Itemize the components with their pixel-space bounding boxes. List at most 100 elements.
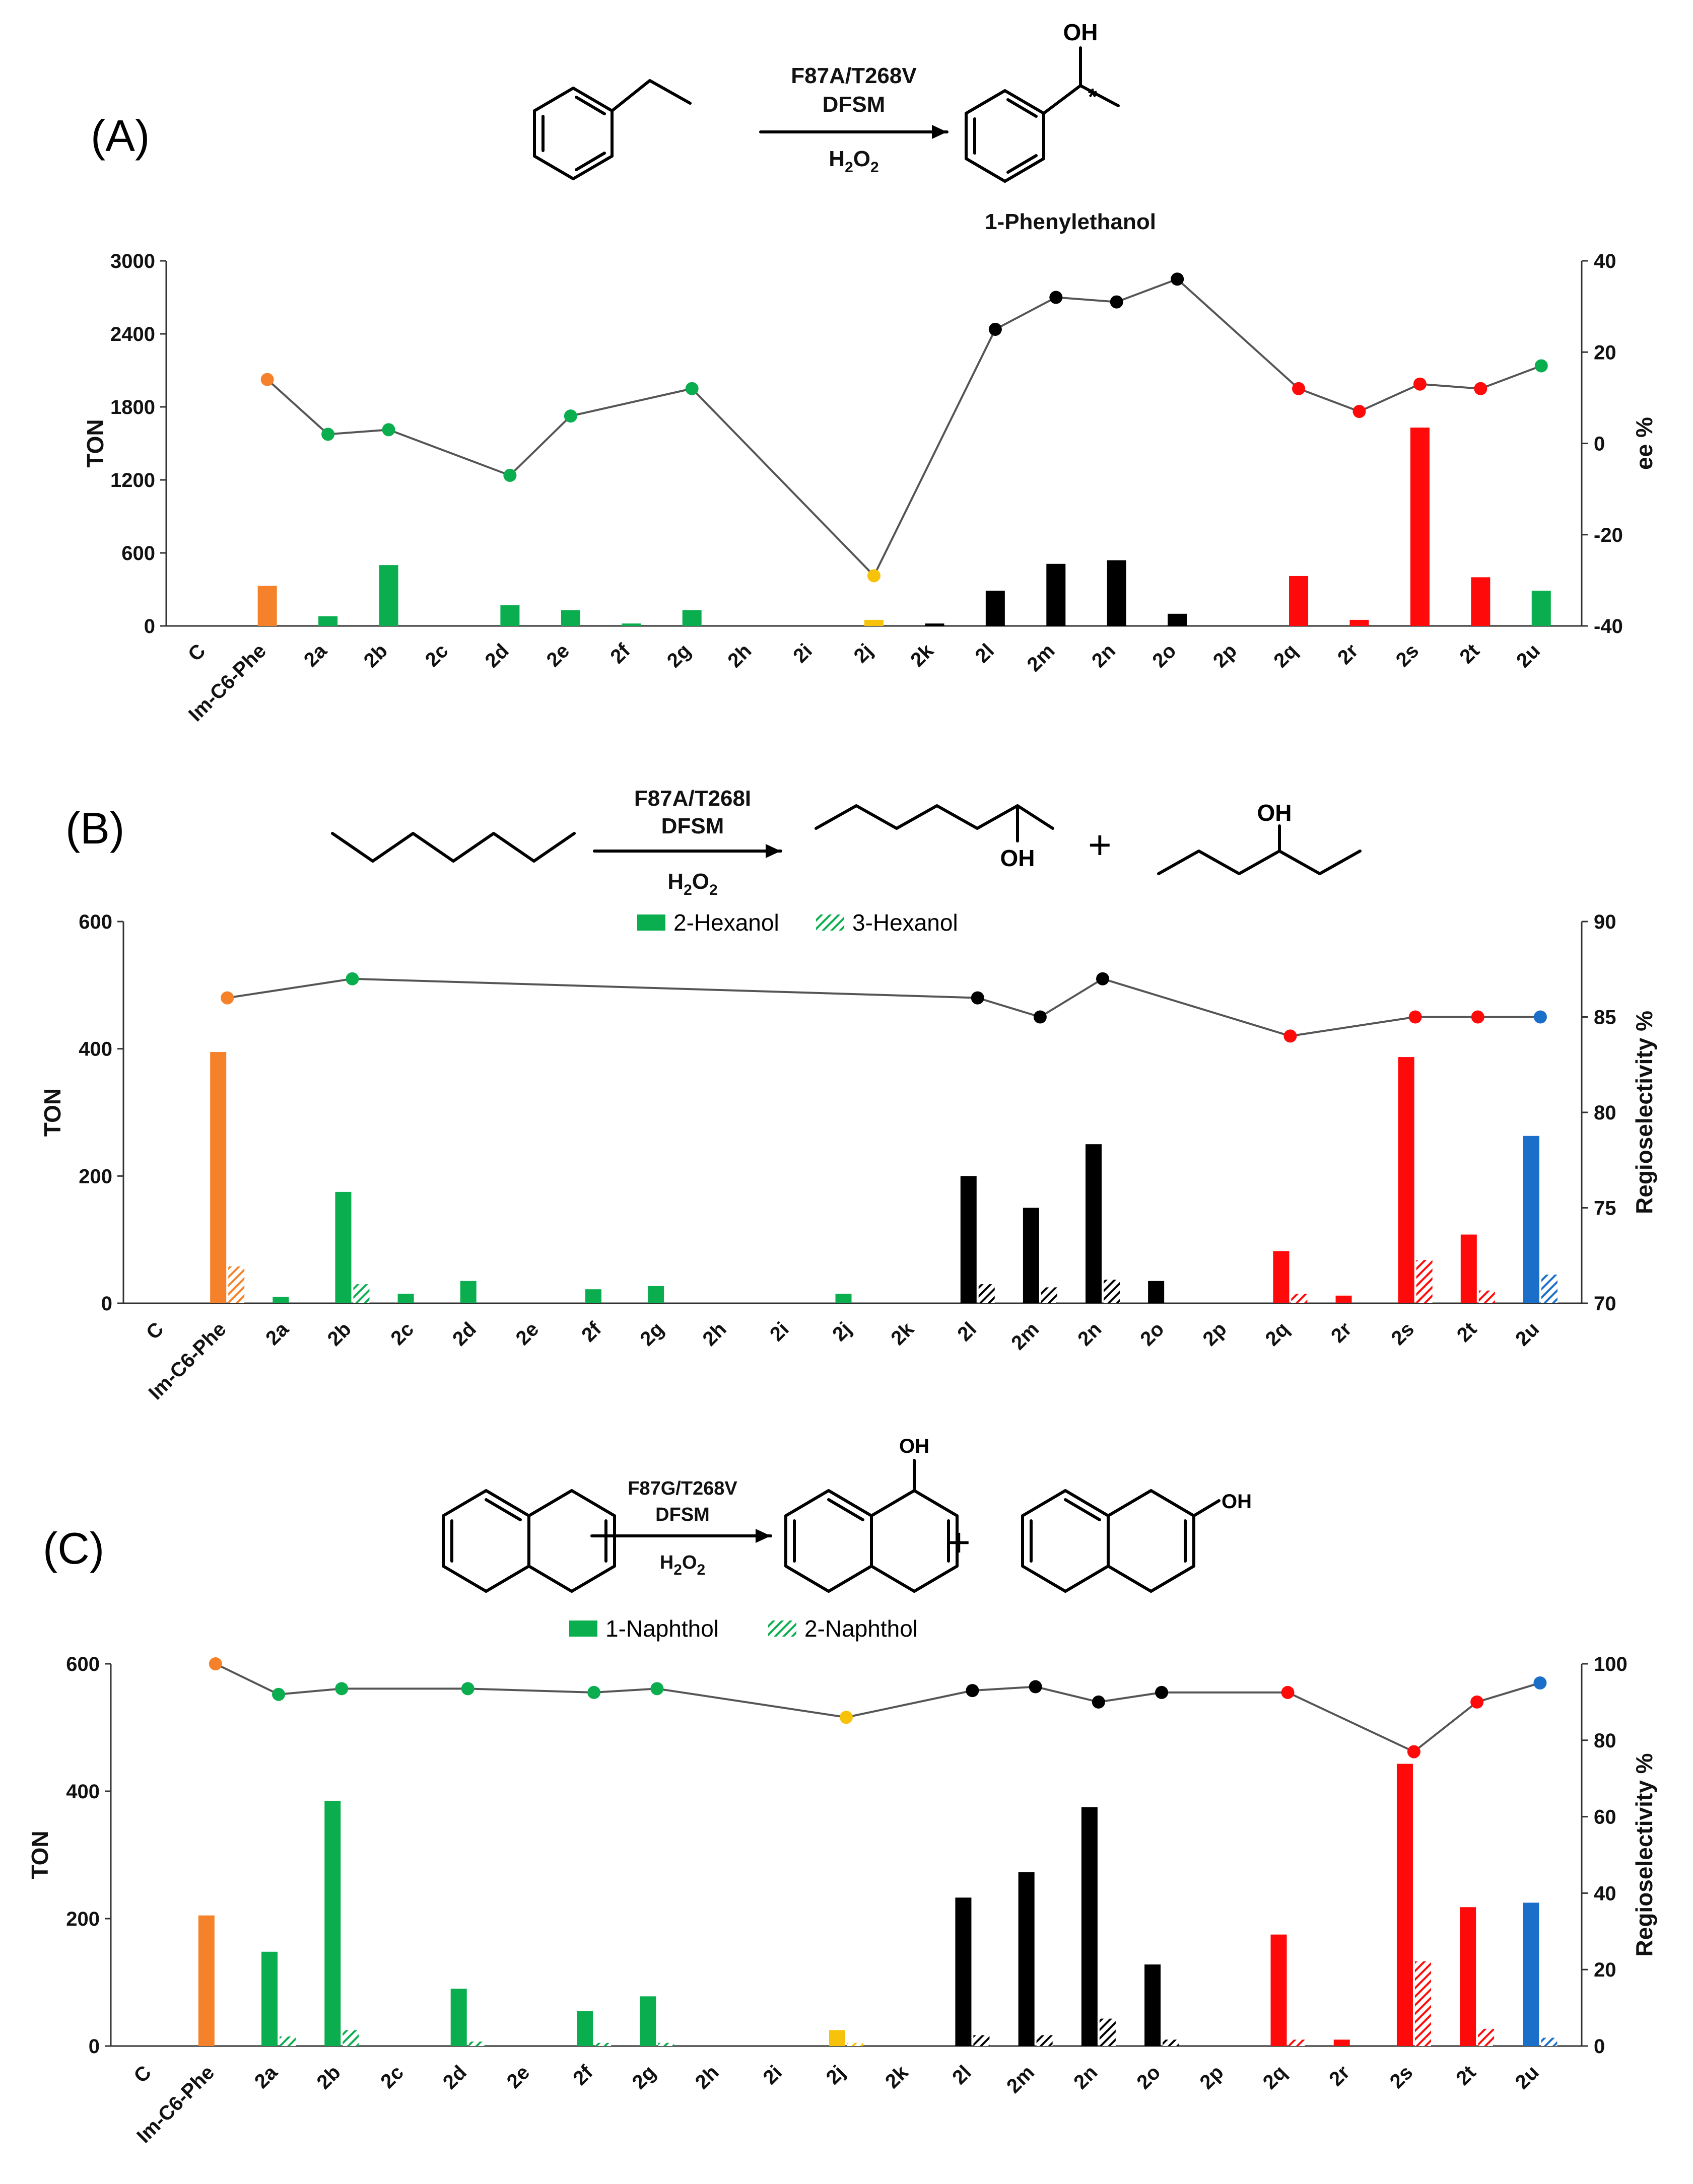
line-series-point <box>1096 972 1110 985</box>
x-tick-label: 2u <box>1511 2061 1543 2093</box>
phenylethanol-structure <box>965 46 1120 183</box>
x-tick-label: 2l <box>948 2061 976 2089</box>
bar-ton-2q <box>1289 576 1309 626</box>
x-tick-label: 2t <box>1453 1318 1481 1346</box>
x-tick-label: 2k <box>881 2061 913 2093</box>
bar-ton-im-c6-phe <box>257 586 277 626</box>
bar-2-naphthol-2s <box>1414 1961 1431 2046</box>
y-tick-label: 0 <box>101 1293 112 1315</box>
y2-axis-title: Regioselectivity % <box>1631 1011 1657 1214</box>
bar-2-hexanol-2j <box>835 1294 852 1303</box>
x-tick-label: 2q <box>1269 640 1302 672</box>
panel-c-scheme: (C) F87G/T268V DFSM H2O2 OH + <box>43 1435 1252 1593</box>
x-tick-label: 2r <box>1333 640 1363 669</box>
x-tick-label: 2p <box>1196 2061 1228 2093</box>
oh-label-a: OH <box>1063 19 1098 45</box>
x-tick-label: 2t <box>1455 640 1483 668</box>
bar-ton-2g <box>682 610 702 626</box>
chart-c: 0 200 400 600 0 20 40 60 80 100 TON Regioselectivit… <box>27 1615 1657 2147</box>
x-tick-label: 2s <box>1386 2061 1417 2093</box>
x-tick-label: 2u <box>1512 640 1544 672</box>
bar-ton-2a <box>318 616 338 626</box>
x-tick-label: 2a <box>261 1318 293 1350</box>
oh-label-c2: OH <box>1222 1491 1252 1513</box>
x-tick-label: 2q <box>1259 2061 1291 2093</box>
y2-tick-label: 0 <box>1594 433 1605 455</box>
x-tick-label: 2g <box>628 2061 660 2093</box>
bar-2-hexanol-2m <box>1023 1208 1039 1303</box>
bar-1-naphthol-2l <box>955 1897 972 2046</box>
x-tick-label: 2c <box>386 1318 418 1350</box>
bar-2-hexanol-2o <box>1148 1281 1165 1303</box>
x-tick-label: 2n <box>1073 1318 1106 1350</box>
bar-1-naphthol-2n <box>1081 1807 1098 2046</box>
chart-b: 0 200 400 600 70 75 80 85 90 TON Regioselectivity … <box>39 909 1657 1404</box>
bar-ton-2m <box>1046 563 1066 626</box>
legend-swatch-solid <box>569 1621 597 1637</box>
x-tick-label: 2a <box>300 640 331 671</box>
y2-tick-label: -40 <box>1594 615 1623 638</box>
bar-3-hexanol-2b <box>353 1284 370 1303</box>
bar-1-naphthol-2m <box>1018 1872 1035 2046</box>
bar-2-hexanol-2d <box>460 1281 477 1303</box>
y2-tick-label: 0 <box>1594 2035 1605 2058</box>
2-hexanol-structure <box>815 804 1054 842</box>
panel-b-scheme: (B) F87A/T268I DFSM H2O2 OH + OH <box>65 786 1362 898</box>
x-tick-label: 2q <box>1261 1318 1294 1350</box>
oxidant-label-a: H2O2 <box>829 147 878 176</box>
legend-swatch-hatched <box>768 1621 796 1637</box>
y-tick-label: 400 <box>79 1038 112 1061</box>
line-series-path <box>227 977 1540 1037</box>
bar-ton-2n <box>1107 560 1126 626</box>
x-tick-label: 2b <box>323 1318 356 1350</box>
y2-tick-label: 60 <box>1594 1806 1616 1828</box>
x-tick-label: 2f <box>569 2061 597 2090</box>
bar-ton-2s <box>1410 428 1430 626</box>
line-series-point <box>1413 377 1427 391</box>
x-tick-label: C <box>129 2061 156 2087</box>
y-tick-label: 3000 <box>110 250 155 272</box>
line-series-point <box>971 991 984 1005</box>
x-tick-label: 2j <box>850 640 877 667</box>
line-series-point <box>988 322 1002 336</box>
line-series-point <box>966 1684 979 1698</box>
x-tick-label: 2d <box>439 2061 471 2093</box>
1-naphthol-structure <box>784 1459 959 1593</box>
bar-2-hexanol-im-c6-phe <box>210 1051 227 1303</box>
line-series-point <box>272 1687 286 1701</box>
line-series-point <box>260 373 274 386</box>
bar-2-naphthol-2q <box>1289 2039 1305 2046</box>
y2-tick-label: 90 <box>1594 911 1616 933</box>
arrow-head-b <box>766 844 781 858</box>
line-series-point <box>382 423 395 437</box>
x-tick-label: 2f <box>577 1318 606 1347</box>
panel-a-label: (A) <box>91 111 150 161</box>
bar-2-naphthol-2g <box>658 2042 674 2046</box>
x-tick-label: 2i <box>789 640 817 667</box>
x-tick-label: 2s <box>1387 1318 1418 1350</box>
bar-ton-2t <box>1471 577 1491 626</box>
line-series-point <box>1533 1676 1547 1689</box>
product-name-a: 1-Phenylethanol <box>985 209 1156 234</box>
bar-2-naphthol-2d <box>468 2041 485 2046</box>
x-tick-label: 2k <box>887 1318 918 1350</box>
x-tick-label: 2n <box>1088 640 1120 672</box>
bar-3-hexanol-2n <box>1104 1280 1120 1303</box>
bar-3-hexanol-2m <box>1041 1287 1057 1303</box>
y2-tick-label: 70 <box>1594 1293 1616 1315</box>
x-tick-label: 2o <box>1132 2061 1165 2093</box>
enzyme-label-c: F87G/T268V <box>628 1478 737 1499</box>
line-series-point <box>650 1682 664 1696</box>
x-tick-label: 2p <box>1199 1318 1231 1350</box>
bar-ton-2k <box>925 623 944 626</box>
y-tick-label: 0 <box>89 2035 100 2058</box>
line-series-point <box>1408 1010 1422 1024</box>
bar-2-hexanol-2f <box>585 1289 601 1303</box>
bar-3-hexanol-2u <box>1541 1275 1557 1303</box>
bar-ton-2e <box>561 610 580 626</box>
bar-ton-2f <box>622 623 641 626</box>
reagent-label-b: DFSM <box>661 814 724 838</box>
bar-1-naphthol-2j <box>829 2030 845 2046</box>
bar-2-naphthol-2f <box>595 2042 612 2046</box>
bar-2-hexanol-2s <box>1398 1057 1414 1303</box>
